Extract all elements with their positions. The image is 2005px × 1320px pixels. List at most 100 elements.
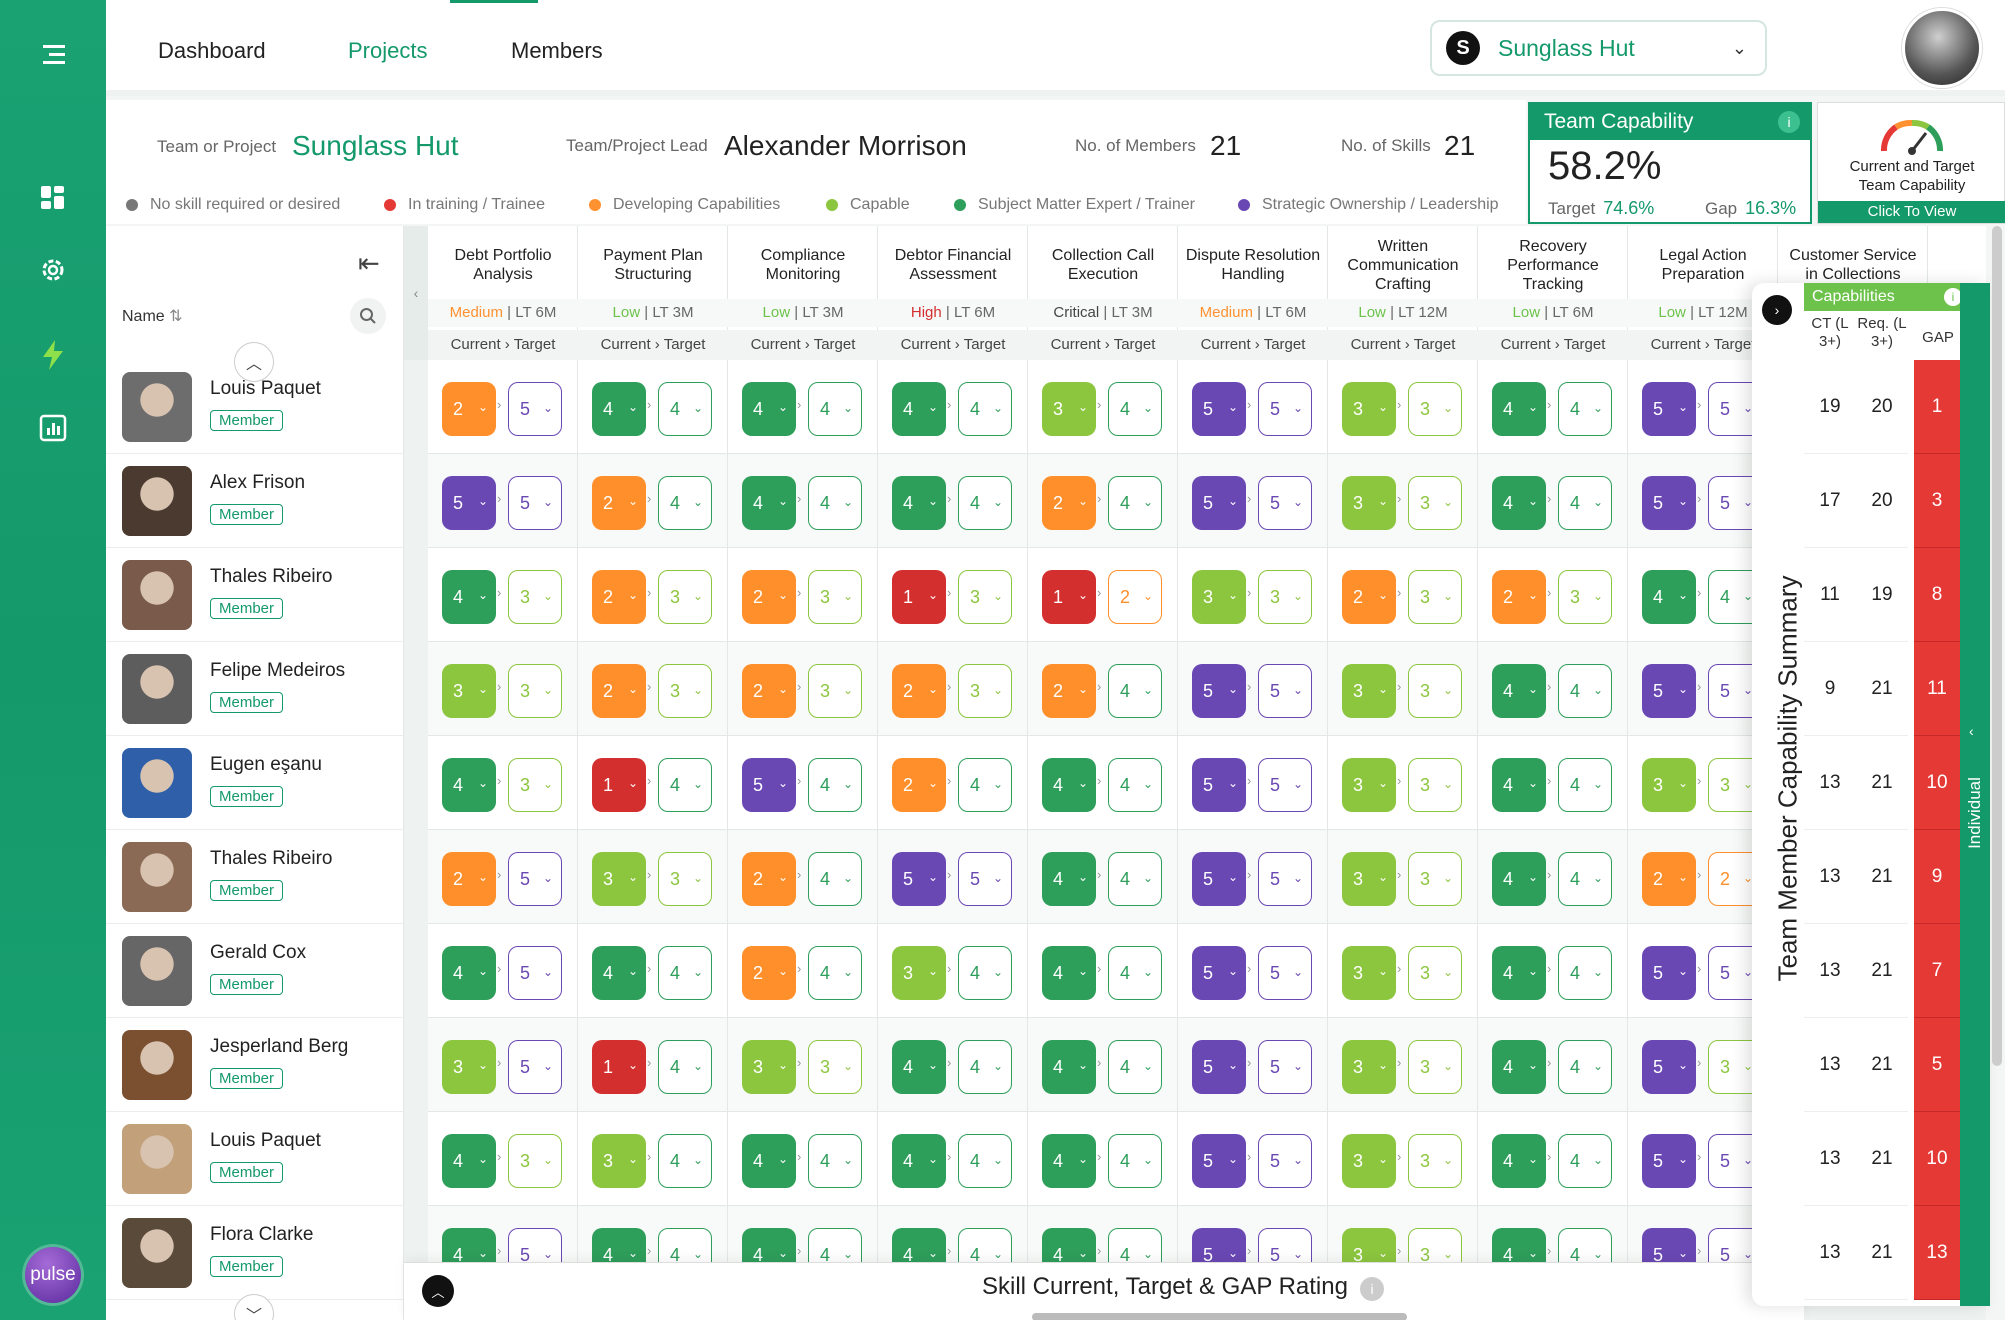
target-rating-select[interactable]: 3 ⌄ — [1558, 570, 1612, 624]
target-rating-select[interactable]: 3 ⌄ — [1408, 852, 1462, 906]
member-row[interactable]: Alex Frison Member — [106, 454, 404, 548]
horizontal-scrollbar[interactable] — [1032, 1313, 1407, 1320]
target-rating-select[interactable]: 3 ⌄ — [1408, 570, 1462, 624]
current-rating-select[interactable]: 2 ⌄ — [1342, 570, 1396, 624]
target-rating-select[interactable]: 5 ⌄ — [508, 382, 562, 436]
member-name[interactable]: Flora Clarke — [210, 1224, 314, 1245]
current-rating-select[interactable]: 3 ⌄ — [1342, 758, 1396, 812]
target-rating-select[interactable]: 3 ⌄ — [958, 570, 1012, 624]
current-rating-select[interactable]: 4 ⌄ — [1042, 946, 1096, 1000]
target-rating-select[interactable]: 5 ⌄ — [958, 852, 1012, 906]
current-rating-select[interactable]: 4 ⌄ — [1492, 1134, 1546, 1188]
nav-members[interactable]: Members — [511, 38, 603, 63]
skill-column-header[interactable]: Collection Call Execution Critical | LT 3… — [1028, 226, 1178, 360]
skill-column-header[interactable]: Compliance Monitoring Low | LT 3M Current … — [728, 226, 878, 360]
member-name[interactable]: Louis Paquet — [210, 378, 321, 399]
nav-dashboard[interactable]: Dashboard — [158, 38, 266, 63]
member-row[interactable]: Felipe Medeiros Member — [106, 642, 404, 736]
individual-tab[interactable]: ‹ Individual — [1960, 283, 1990, 1306]
current-rating-select[interactable]: 4 ⌄ — [1492, 758, 1546, 812]
current-rating-select[interactable]: 3 ⌄ — [1342, 852, 1396, 906]
current-rating-select[interactable]: 5 ⌄ — [742, 758, 796, 812]
current-rating-select[interactable]: 4 ⌄ — [1492, 1040, 1546, 1094]
current-rating-select[interactable]: 4 ⌄ — [742, 382, 796, 436]
member-row[interactable]: Thales Ribeiro Member — [106, 548, 404, 642]
current-rating-select[interactable]: 5 ⌄ — [1192, 1040, 1246, 1094]
current-rating-select[interactable]: 5 ⌄ — [1192, 664, 1246, 718]
member-row[interactable]: Louis Paquet Member — [106, 360, 404, 454]
current-rating-select[interactable]: 4 ⌄ — [1492, 382, 1546, 436]
current-rating-select[interactable]: 5 ⌄ — [1192, 852, 1246, 906]
target-rating-select[interactable]: 5 ⌄ — [1258, 476, 1312, 530]
target-rating-select[interactable]: 3 ⌄ — [1408, 476, 1462, 530]
current-rating-select[interactable]: 4 ⌄ — [1492, 852, 1546, 906]
current-rating-select[interactable]: 3 ⌄ — [742, 1040, 796, 1094]
current-rating-select[interactable]: 3 ⌄ — [1192, 570, 1246, 624]
target-rating-select[interactable]: 4 ⌄ — [1108, 852, 1162, 906]
current-rating-select[interactable]: 5 ⌄ — [1642, 1134, 1696, 1188]
collapse-left-icon[interactable]: ⇤ — [358, 248, 380, 278]
target-rating-select[interactable]: 3 ⌄ — [508, 1134, 562, 1188]
current-rating-select[interactable]: 1 ⌄ — [1042, 570, 1096, 624]
info-icon[interactable]: i — [1360, 1277, 1384, 1301]
current-rating-select[interactable]: 3 ⌄ — [442, 1040, 496, 1094]
target-rating-select[interactable]: 4 ⌄ — [1558, 476, 1612, 530]
current-rating-select[interactable]: 5 ⌄ — [1192, 1134, 1246, 1188]
current-rating-select[interactable]: 4 ⌄ — [1492, 476, 1546, 530]
current-rating-select[interactable]: 1 ⌄ — [592, 758, 646, 812]
current-rating-select[interactable]: 3 ⌄ — [592, 1134, 646, 1188]
current-rating-select[interactable]: 4 ⌄ — [742, 1134, 796, 1188]
target-rating-select[interactable]: 5 ⌄ — [1258, 852, 1312, 906]
target-rating-select[interactable]: 3 ⌄ — [958, 664, 1012, 718]
current-rating-select[interactable]: 3 ⌄ — [1642, 758, 1696, 812]
target-rating-select[interactable]: 5 ⌄ — [1258, 664, 1312, 718]
target-rating-select[interactable]: 3 ⌄ — [808, 570, 862, 624]
target-rating-select[interactable]: 4 ⌄ — [1108, 1040, 1162, 1094]
target-rating-select[interactable]: 4 ⌄ — [658, 382, 712, 436]
target-rating-select[interactable]: 3 ⌄ — [1408, 946, 1462, 1000]
target-rating-select[interactable]: 4 ⌄ — [658, 946, 712, 1000]
target-rating-select[interactable]: 3 ⌄ — [508, 664, 562, 718]
target-rating-select[interactable]: 4 ⌄ — [958, 946, 1012, 1000]
expand-up-icon[interactable]: ︿ — [422, 1275, 454, 1307]
target-rating-select[interactable]: 3 ⌄ — [808, 664, 862, 718]
member-row[interactable]: Jesperland Berg Member — [106, 1018, 404, 1112]
current-rating-select[interactable]: 4 ⌄ — [1042, 1134, 1096, 1188]
target-rating-select[interactable]: 5 ⌄ — [1258, 946, 1312, 1000]
current-rating-select[interactable]: 4 ⌄ — [592, 946, 646, 1000]
target-rating-select[interactable]: 4 ⌄ — [1558, 946, 1612, 1000]
current-rating-select[interactable]: 2 ⌄ — [592, 570, 646, 624]
member-name[interactable]: Felipe Medeiros — [210, 660, 346, 681]
current-rating-select[interactable]: 1 ⌄ — [892, 570, 946, 624]
current-rating-select[interactable]: 4 ⌄ — [1042, 758, 1096, 812]
current-rating-select[interactable]: 3 ⌄ — [442, 664, 496, 718]
current-rating-select[interactable]: 2 ⌄ — [442, 382, 496, 436]
target-rating-select[interactable]: 4 ⌄ — [958, 758, 1012, 812]
target-rating-select[interactable]: 3 ⌄ — [658, 664, 712, 718]
current-rating-select[interactable]: 5 ⌄ — [1192, 382, 1246, 436]
target-rating-select[interactable]: 4 ⌄ — [808, 382, 862, 436]
member-name[interactable]: Thales Ribeiro — [210, 566, 333, 587]
target-rating-select[interactable]: 5 ⌄ — [1258, 382, 1312, 436]
member-name[interactable]: Louis Paquet — [210, 1130, 321, 1151]
current-rating-select[interactable]: 2 ⌄ — [442, 852, 496, 906]
current-rating-select[interactable]: 2 ⌄ — [892, 758, 946, 812]
current-rating-select[interactable]: 2 ⌄ — [742, 852, 796, 906]
target-rating-select[interactable]: 3 ⌄ — [1258, 570, 1312, 624]
current-rating-select[interactable]: 4 ⌄ — [892, 476, 946, 530]
scroll-down-button[interactable]: ﹀ — [234, 1294, 274, 1320]
current-rating-select[interactable]: 4 ⌄ — [1492, 946, 1546, 1000]
settings-icon[interactable] — [33, 250, 73, 290]
member-name[interactable]: Thales Ribeiro — [210, 848, 333, 869]
menu-icon[interactable] — [33, 34, 73, 74]
target-rating-select[interactable]: 5 ⌄ — [1258, 1040, 1312, 1094]
target-rating-select[interactable]: 3 ⌄ — [1408, 1040, 1462, 1094]
current-rating-select[interactable]: 4 ⌄ — [1042, 852, 1096, 906]
nav-projects[interactable]: Projects — [348, 38, 428, 63]
target-rating-select[interactable]: 5 ⌄ — [1258, 758, 1312, 812]
target-rating-select[interactable]: 4 ⌄ — [1108, 382, 1162, 436]
target-rating-select[interactable]: 4 ⌄ — [958, 382, 1012, 436]
current-rating-select[interactable]: 5 ⌄ — [1192, 476, 1246, 530]
target-rating-select[interactable]: 4 ⌄ — [1108, 664, 1162, 718]
member-row[interactable]: Thales Ribeiro Member — [106, 830, 404, 924]
